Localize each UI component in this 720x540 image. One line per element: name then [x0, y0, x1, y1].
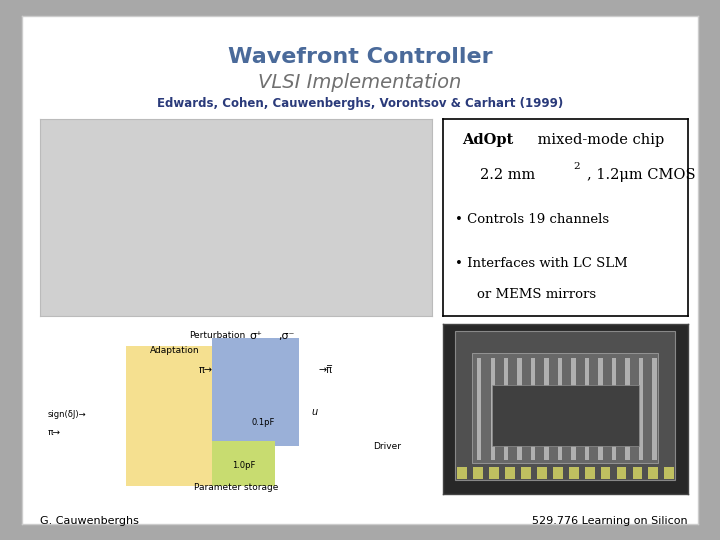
Bar	[457, 467, 467, 479]
Text: π→: π→	[48, 428, 60, 437]
Text: • Interfaces with LC SLM: • Interfaces with LC SLM	[455, 256, 628, 270]
Text: Edwards, Cohen, Cauwenberghs, Vorontsov & Carhart (1999): Edwards, Cohen, Cauwenberghs, Vorontsov …	[157, 97, 563, 110]
Bar	[490, 358, 495, 460]
Text: , 1.2μm CMOS: , 1.2μm CMOS	[588, 168, 696, 182]
Text: or MEMS mirrors: or MEMS mirrors	[477, 288, 596, 301]
Bar	[455, 331, 675, 481]
Bar	[652, 358, 657, 460]
Text: 0.1pF: 0.1pF	[251, 418, 275, 427]
Bar	[649, 467, 658, 479]
Bar	[612, 358, 616, 460]
Text: Adaptation: Adaptation	[150, 346, 199, 355]
Bar	[600, 467, 611, 479]
Text: 529.776 Learning on Silicon: 529.776 Learning on Silicon	[532, 516, 688, 526]
Text: ,σ⁻: ,σ⁻	[279, 331, 295, 341]
Bar	[572, 358, 576, 460]
Bar	[585, 467, 595, 479]
Bar	[490, 467, 499, 479]
Text: VLSI Implementation: VLSI Implementation	[258, 72, 462, 92]
Text: 1.0pF: 1.0pF	[232, 461, 256, 470]
Bar	[126, 346, 256, 485]
Text: u: u	[311, 408, 318, 417]
Text: Driver: Driver	[373, 442, 401, 451]
Text: Parameter storage: Parameter storage	[194, 483, 278, 492]
Text: sign(δJ)→: sign(δJ)→	[48, 410, 86, 418]
Bar	[553, 467, 563, 479]
Bar	[616, 467, 626, 479]
Bar	[537, 467, 547, 479]
Bar	[625, 358, 629, 460]
Bar	[633, 467, 642, 479]
Bar	[504, 358, 508, 460]
Bar	[639, 358, 643, 460]
Bar	[665, 467, 674, 479]
Bar	[544, 358, 549, 460]
Text: 2: 2	[574, 162, 580, 171]
Text: 2.2 mm: 2.2 mm	[480, 168, 535, 182]
Bar	[474, 467, 483, 479]
Bar	[477, 358, 482, 460]
Bar	[518, 358, 522, 460]
Text: AdOpt: AdOpt	[462, 133, 513, 146]
Bar	[492, 385, 639, 447]
Text: Wavefront Controller: Wavefront Controller	[228, 46, 492, 67]
Text: • Controls 19 channels: • Controls 19 channels	[455, 213, 609, 226]
Bar	[505, 467, 515, 479]
Bar	[585, 358, 589, 460]
Bar	[521, 467, 531, 479]
Text: →π̅: →π̅	[318, 365, 332, 375]
Bar	[212, 441, 275, 485]
Bar	[212, 338, 299, 447]
Text: G. Cauwenberghs: G. Cauwenberghs	[40, 516, 138, 526]
Bar	[531, 358, 536, 460]
Text: π→: π→	[198, 365, 212, 375]
Bar	[472, 353, 658, 463]
Bar	[558, 358, 562, 460]
Bar	[569, 467, 579, 479]
Text: σ⁺: σ⁺	[249, 331, 262, 341]
Bar	[598, 358, 603, 460]
Text: mixed-mode chip: mixed-mode chip	[534, 133, 665, 146]
Text: Perturbation: Perturbation	[189, 331, 245, 340]
